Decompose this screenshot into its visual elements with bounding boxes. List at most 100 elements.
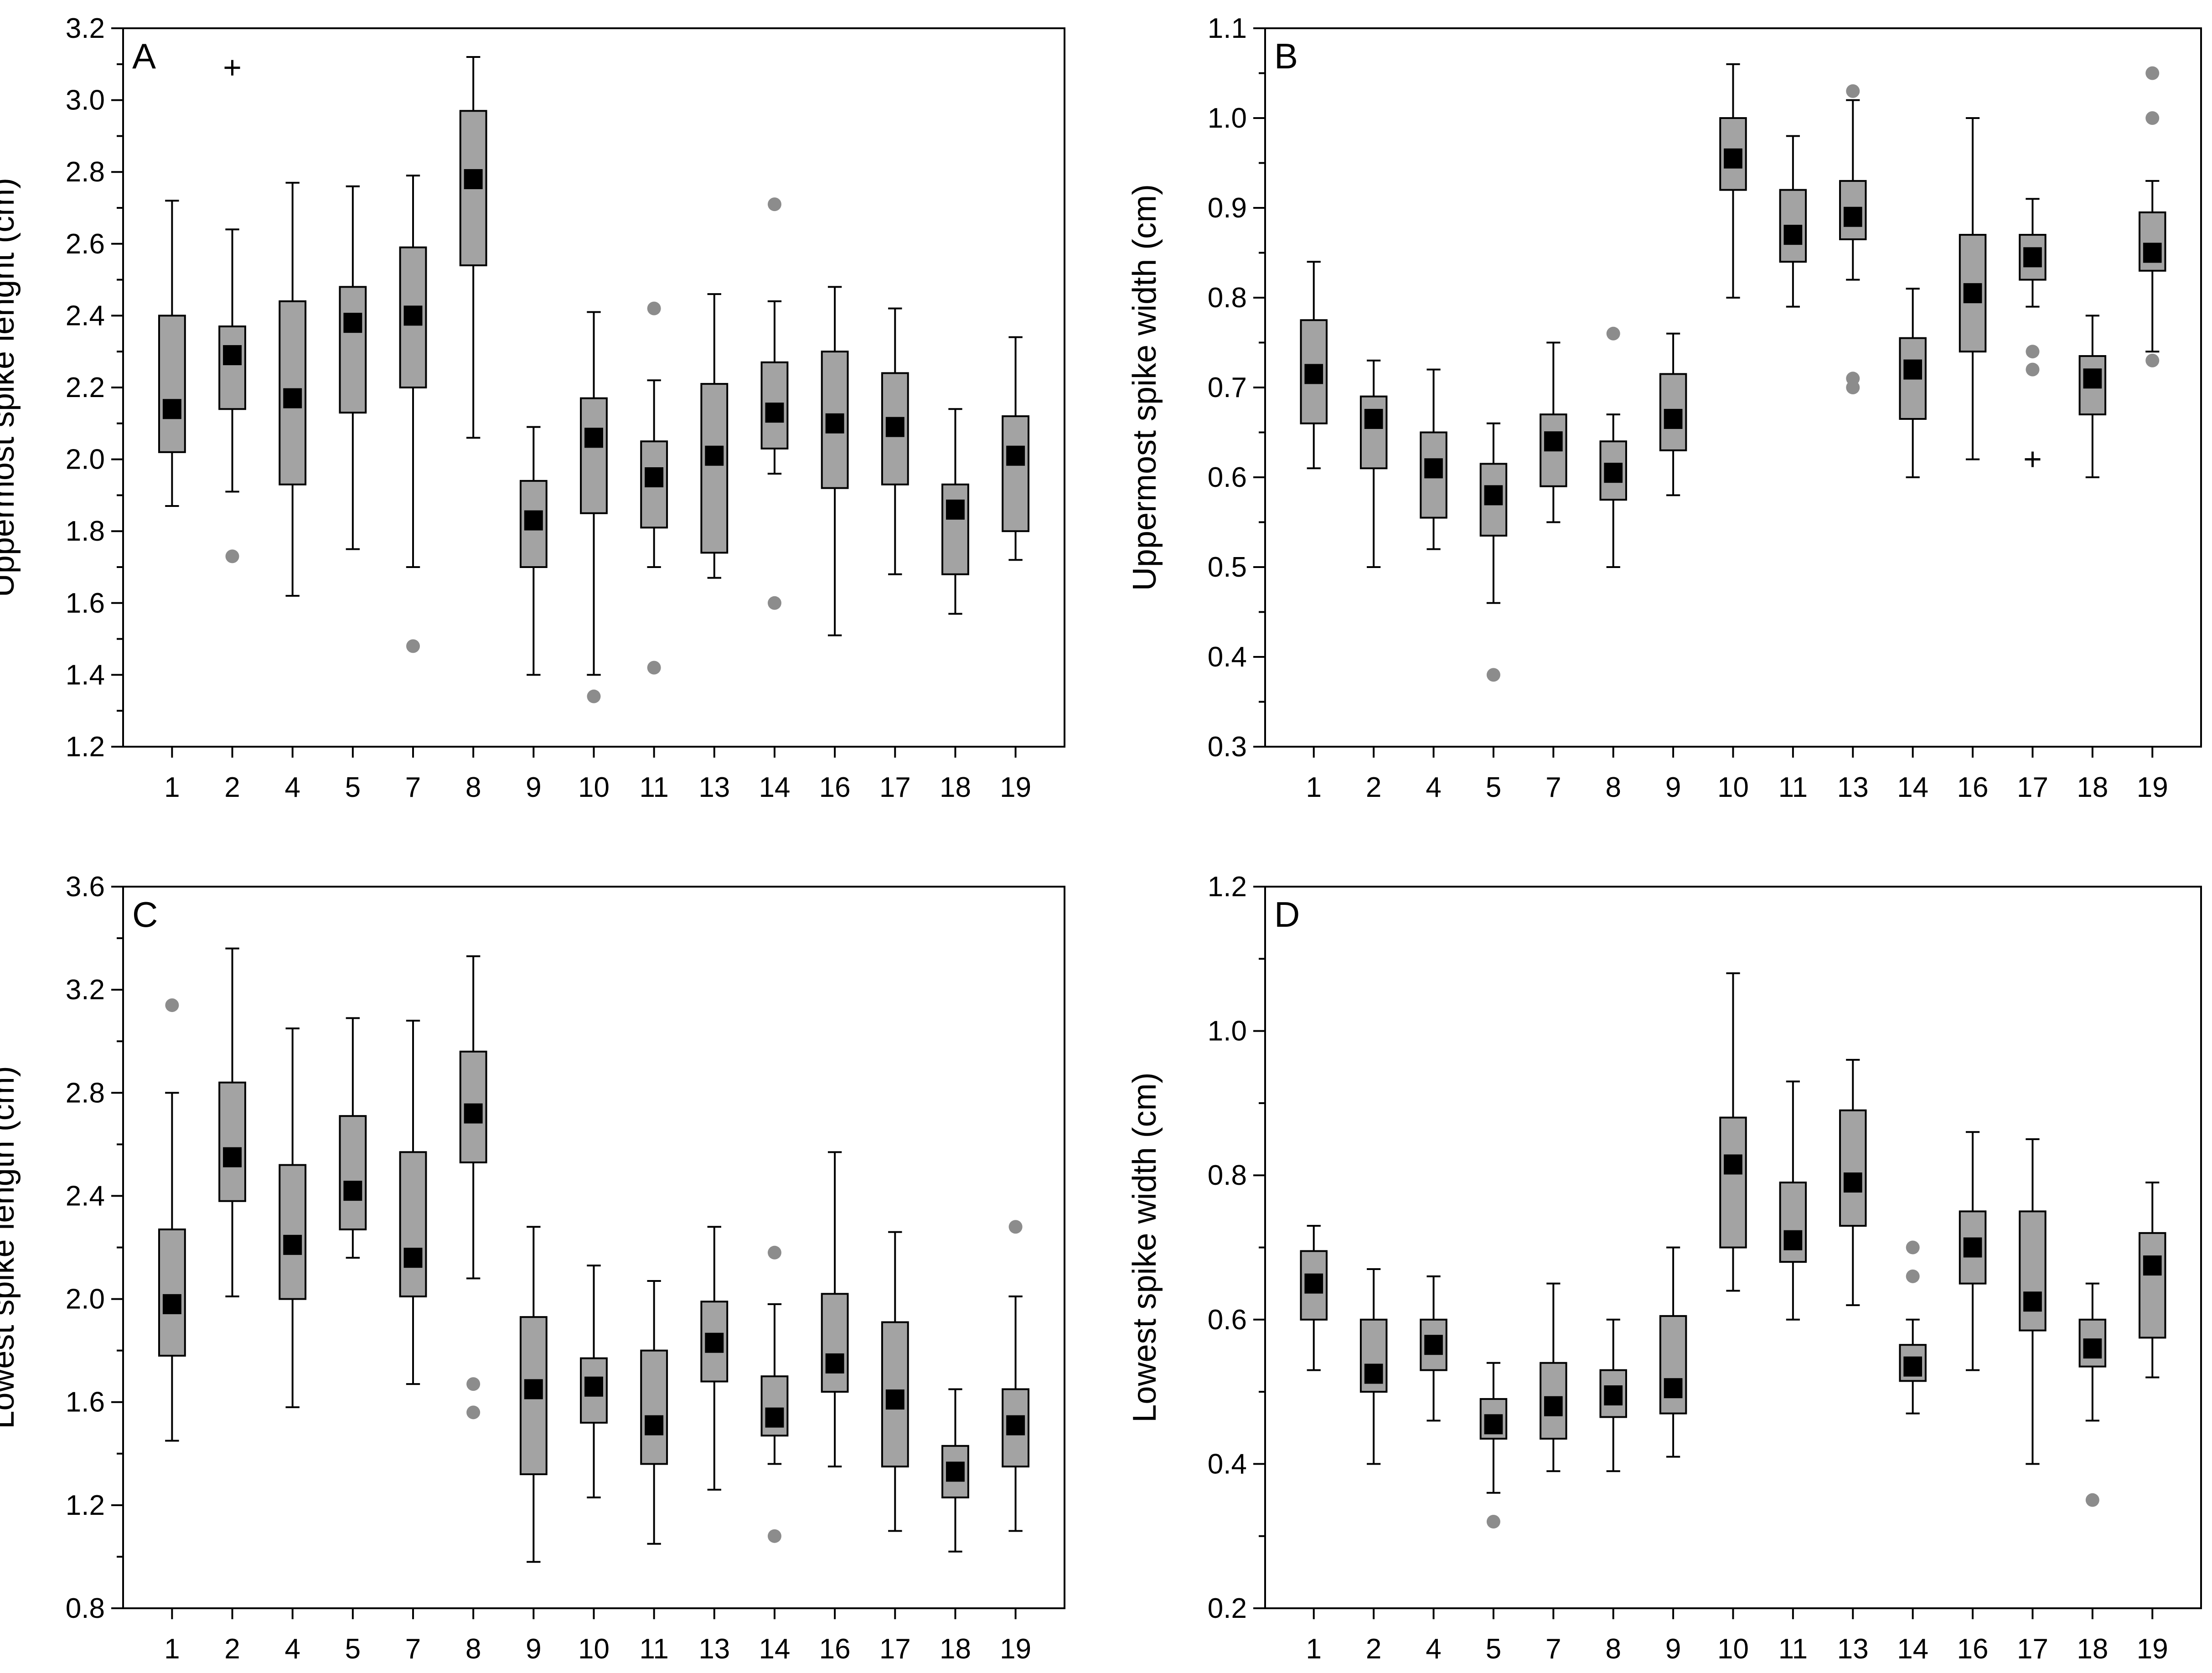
box-group bbox=[1599, 326, 1627, 568]
iqr-box bbox=[941, 483, 969, 575]
box-group bbox=[2078, 315, 2107, 478]
y-tick-label: 1.0 bbox=[1208, 103, 1247, 134]
median-marker bbox=[645, 1415, 664, 1435]
box-group bbox=[1599, 1318, 1627, 1472]
median-marker bbox=[1304, 1273, 1323, 1294]
box-group bbox=[399, 175, 427, 653]
outlier-point bbox=[2145, 111, 2160, 125]
box-group bbox=[1719, 972, 1747, 1292]
iqr-box bbox=[580, 397, 608, 514]
median-marker bbox=[1664, 408, 1683, 429]
median-marker bbox=[162, 1294, 181, 1314]
panel-c: 0.8 1.2 1.6 2.0 2.4 2.8 3.2 3.6 1 2 4 5 7 8 9 10 11 13 14 1… bbox=[0, 871, 1065, 1665]
outlier-point bbox=[2026, 345, 2040, 359]
x-tick-label: 17 bbox=[2017, 772, 2048, 803]
box-group bbox=[2138, 1182, 2166, 1379]
box-group bbox=[580, 311, 608, 703]
x-tick-label: 10 bbox=[578, 772, 610, 803]
outlier-point bbox=[647, 661, 661, 675]
box-group bbox=[760, 197, 789, 610]
y-tick-label: 1.0 bbox=[1208, 1016, 1247, 1047]
outlier-point bbox=[2026, 362, 2040, 377]
median-marker bbox=[464, 1103, 483, 1124]
panel-letter: B bbox=[1274, 36, 1298, 76]
x-tick-label: 16 bbox=[819, 1633, 851, 1665]
box-group bbox=[279, 1027, 307, 1409]
box-group bbox=[640, 1280, 668, 1545]
y-tick-label: 1.8 bbox=[66, 516, 105, 547]
y-tick-label: 0.3 bbox=[1208, 731, 1247, 763]
x-tick-label: 11 bbox=[1778, 1633, 1808, 1665]
median-marker bbox=[1843, 207, 1862, 227]
iqr-box bbox=[218, 325, 246, 410]
extreme-point bbox=[2025, 451, 2041, 467]
median-marker bbox=[885, 1389, 904, 1410]
median-marker bbox=[705, 445, 724, 466]
iqr-box bbox=[218, 1081, 246, 1202]
x-tick-label: 9 bbox=[1665, 1633, 1681, 1665]
y-axis-label: Uppermost spike lenght (cm) bbox=[0, 178, 21, 597]
box-group bbox=[1899, 1240, 1927, 1415]
median-marker bbox=[343, 313, 362, 333]
median-marker bbox=[1843, 1172, 1862, 1193]
outlier-point bbox=[767, 197, 781, 212]
x-tick-label: 14 bbox=[759, 1633, 790, 1665]
outlier-point bbox=[1906, 1269, 1920, 1283]
median-marker bbox=[2023, 247, 2042, 268]
x-tick-label: 7 bbox=[1545, 1633, 1561, 1665]
y-tick-label: 0.9 bbox=[1208, 192, 1247, 224]
box-group bbox=[519, 426, 548, 676]
median-marker bbox=[2083, 368, 2102, 389]
median-marker bbox=[2083, 1338, 2102, 1359]
panel-letter: C bbox=[132, 894, 158, 935]
y-tick-label: 3.0 bbox=[66, 85, 105, 116]
median-marker bbox=[765, 403, 784, 423]
outlier-point bbox=[647, 301, 661, 315]
median-marker bbox=[1424, 1335, 1443, 1355]
outlier-point bbox=[1606, 326, 1620, 341]
box-group bbox=[1839, 1059, 1867, 1306]
iqr-box bbox=[399, 1151, 427, 1297]
box-group bbox=[941, 1388, 969, 1553]
median-marker bbox=[705, 1332, 724, 1353]
median-marker bbox=[1006, 445, 1025, 466]
median-marker bbox=[645, 467, 664, 487]
y-tick-label: 0.2 bbox=[1208, 1593, 1247, 1624]
median-marker bbox=[1484, 485, 1503, 506]
box-group bbox=[1479, 1362, 1508, 1529]
outlier-point bbox=[466, 1377, 481, 1391]
box-group bbox=[459, 56, 487, 439]
plot-frame bbox=[122, 886, 1065, 1609]
x-tick-label: 19 bbox=[1000, 772, 1031, 803]
y-tick-label: 2.0 bbox=[66, 1284, 105, 1315]
iqr-box bbox=[2019, 1210, 2047, 1332]
y-tick-label: 1.2 bbox=[66, 731, 105, 763]
x-tick-label: 18 bbox=[2077, 1633, 2108, 1665]
y-tick-label: 1.1 bbox=[1208, 13, 1247, 44]
x-tick-label: 4 bbox=[284, 1633, 300, 1665]
x-tick-label: 14 bbox=[1897, 1633, 1928, 1665]
box-group bbox=[1719, 63, 1747, 299]
y-tick-label: 0.5 bbox=[1208, 552, 1247, 583]
box-group bbox=[1899, 288, 1927, 478]
x-tick-label: 13 bbox=[1837, 1633, 1869, 1665]
x-tick-label: 8 bbox=[1605, 772, 1621, 803]
iqr-box bbox=[1719, 1116, 1747, 1249]
box-group bbox=[399, 1019, 427, 1385]
panel-letter: D bbox=[1274, 894, 1300, 935]
box-group bbox=[881, 307, 909, 575]
y-axis-label: Uppermost spike width (cm) bbox=[1127, 184, 1163, 591]
box-group bbox=[1959, 117, 1987, 460]
box-group bbox=[339, 185, 367, 550]
x-tick-label: 18 bbox=[2077, 772, 2108, 803]
panel-letter: A bbox=[132, 36, 156, 76]
x-tick-label: 19 bbox=[2137, 772, 2168, 803]
y-tick-label: 3.2 bbox=[66, 13, 105, 44]
outlier-point bbox=[587, 689, 601, 703]
y-tick-label: 2.2 bbox=[66, 372, 105, 403]
outlier-point bbox=[1846, 84, 1860, 98]
iqr-box bbox=[158, 1228, 186, 1357]
box-group bbox=[1420, 1275, 1447, 1422]
y-tick-label: 1.6 bbox=[66, 588, 105, 619]
